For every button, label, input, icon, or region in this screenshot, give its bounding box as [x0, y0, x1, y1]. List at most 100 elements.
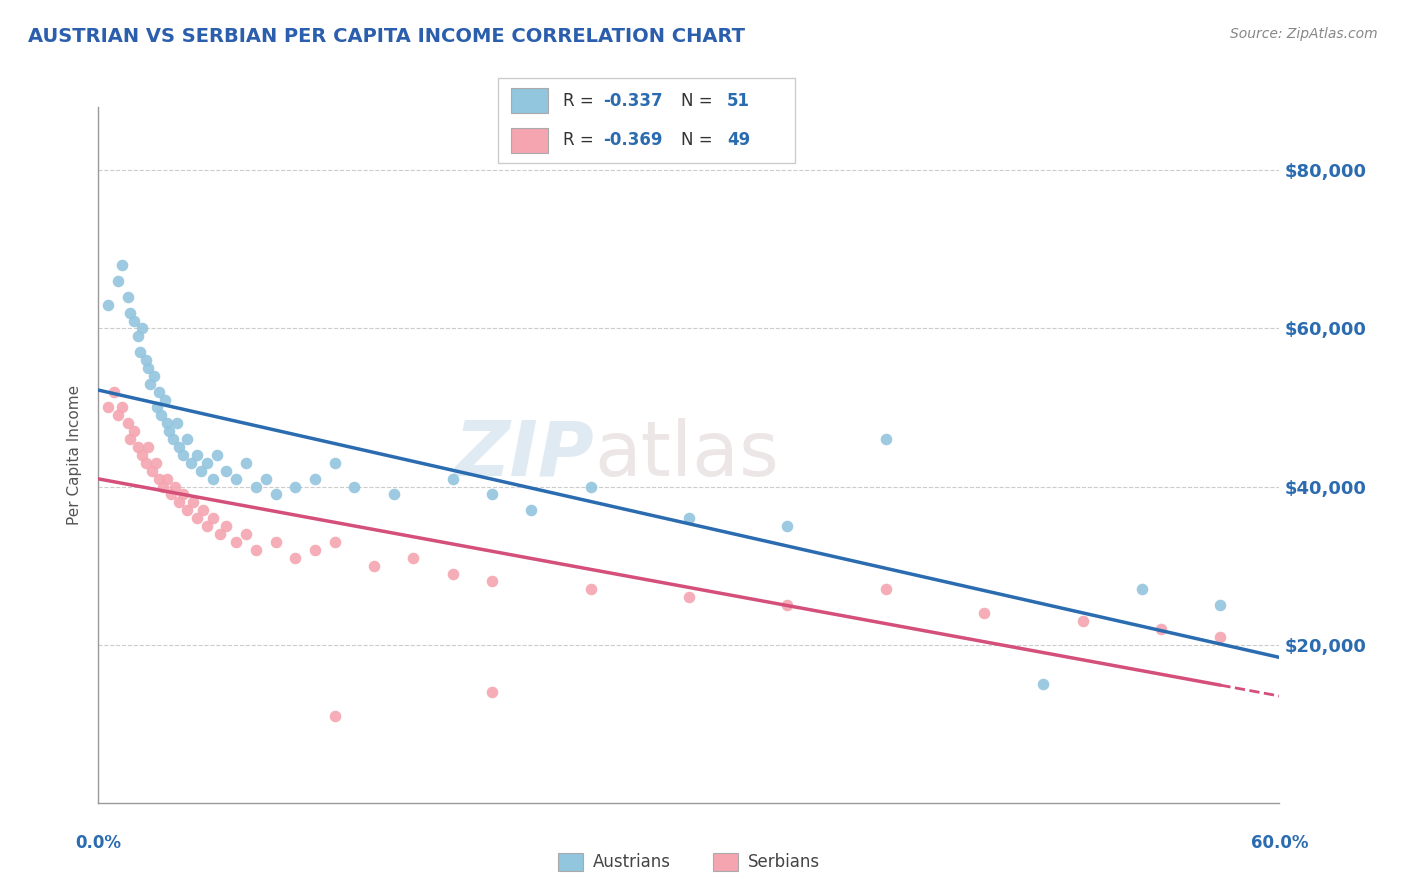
Point [441, 472, 464, 486]
Point [103, 384, 125, 399]
Bar [510, 128, 548, 153]
Point [146, 401, 169, 415]
Point [323, 456, 346, 470]
Point [1209, 630, 1232, 644]
Point [122, 424, 145, 438]
Point [382, 487, 405, 501]
Point [162, 432, 184, 446]
Text: N =: N = [681, 131, 717, 149]
Point [323, 535, 346, 549]
Point [481, 487, 503, 501]
Text: AUSTRIAN VS SERBIAN PER CAPITA INCOME CORRELATION CHART: AUSTRIAN VS SERBIAN PER CAPITA INCOME CO… [28, 27, 745, 45]
Point [776, 519, 799, 533]
Point [135, 353, 157, 368]
Point [180, 456, 202, 470]
Point [186, 448, 208, 462]
Bar [510, 88, 548, 113]
Point [97, 298, 120, 312]
Point [107, 274, 129, 288]
Point [201, 472, 224, 486]
Point [1150, 622, 1173, 636]
Point [135, 456, 157, 470]
Point [131, 448, 153, 462]
Point [973, 606, 995, 620]
Text: 51: 51 [727, 92, 751, 110]
Point [225, 472, 247, 486]
Point [363, 558, 385, 573]
Point [172, 448, 194, 462]
Point [172, 487, 194, 501]
Point [678, 591, 700, 605]
Point [441, 566, 464, 581]
Point [264, 535, 287, 549]
Point [157, 424, 180, 438]
Point [145, 456, 167, 470]
Point [245, 479, 267, 493]
Point [136, 440, 159, 454]
Point [254, 472, 277, 486]
Point [118, 432, 141, 446]
Text: -0.337: -0.337 [603, 92, 664, 110]
Point [245, 542, 267, 557]
Point [190, 464, 212, 478]
Point [678, 511, 700, 525]
Point [195, 456, 218, 470]
Point [111, 401, 134, 415]
Point [579, 582, 602, 597]
Point [201, 511, 224, 525]
Point [141, 464, 163, 478]
Point [111, 258, 134, 272]
Point [205, 448, 228, 462]
Point [284, 479, 307, 493]
Point [225, 535, 247, 549]
Point [156, 472, 179, 486]
Point [235, 456, 257, 470]
Point [127, 329, 149, 343]
Text: 60.0%: 60.0% [1251, 834, 1308, 852]
Point [142, 368, 165, 383]
Point [167, 440, 190, 454]
Point [579, 479, 602, 493]
Point [520, 503, 543, 517]
Text: 0.0%: 0.0% [76, 834, 121, 852]
Text: R =: R = [564, 131, 599, 149]
Point [128, 345, 150, 359]
Point [97, 401, 120, 415]
Point [138, 376, 160, 391]
Point [481, 685, 503, 699]
Text: -0.369: -0.369 [603, 131, 664, 149]
Legend: Austrians, Serbians: Austrians, Serbians [551, 846, 827, 878]
Text: Source: ZipAtlas.com: Source: ZipAtlas.com [1230, 27, 1378, 41]
Point [1209, 598, 1232, 612]
Point [127, 440, 149, 454]
Point [215, 464, 238, 478]
Text: ZIP: ZIP [454, 418, 595, 491]
Point [1130, 582, 1153, 597]
Y-axis label: Per Capita Income: Per Capita Income [67, 384, 83, 525]
Text: R =: R = [564, 92, 599, 110]
Point [148, 384, 170, 399]
Point [323, 708, 346, 723]
Point [875, 432, 897, 446]
Point [1032, 677, 1054, 691]
Point [209, 527, 232, 541]
Point [284, 550, 307, 565]
Text: atlas: atlas [595, 418, 779, 491]
Point [402, 550, 425, 565]
Point [875, 582, 897, 597]
Point [165, 479, 187, 493]
Point [776, 598, 799, 612]
Point [152, 479, 174, 493]
Point [215, 519, 238, 533]
Point [131, 321, 153, 335]
Point [122, 313, 145, 327]
Point [107, 409, 129, 423]
Point [186, 511, 208, 525]
Text: 49: 49 [727, 131, 751, 149]
Point [148, 472, 170, 486]
Point [343, 479, 366, 493]
Point [136, 361, 159, 376]
Point [235, 527, 257, 541]
Point [176, 503, 198, 517]
Point [264, 487, 287, 501]
